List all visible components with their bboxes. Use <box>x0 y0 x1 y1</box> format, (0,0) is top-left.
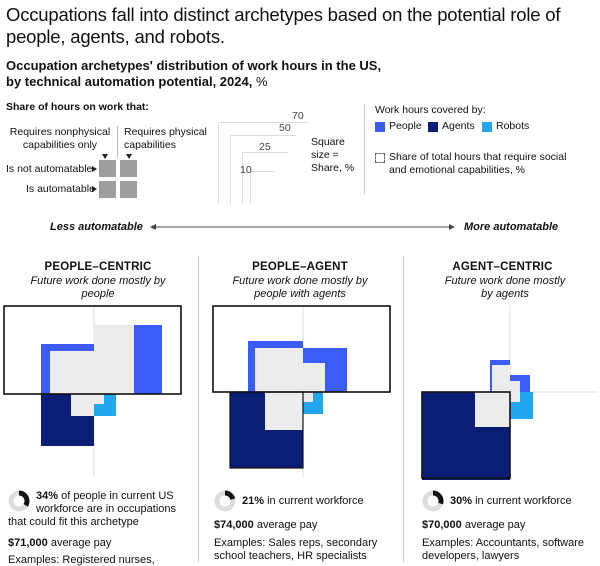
covered-heading: Work hours covered by: <box>375 104 486 116</box>
p1-social-nonphys-auto <box>71 394 94 416</box>
panel-1-share: 34% of people in current US workforce ar… <box>8 490 193 529</box>
key-col-divider <box>117 126 118 158</box>
key-square-tr <box>120 160 137 177</box>
panel-divider-1 <box>198 256 199 562</box>
panel-3-pct-rest: in current workforce <box>472 495 572 507</box>
panel-2-share: 21% in current workforce <box>214 490 399 512</box>
panel-1-title: PEOPLE–CENTRIC <box>44 261 152 273</box>
subtitle-line1: Occupation archetypes' distribution of w… <box>6 58 382 73</box>
arrow-down-icon <box>102 154 108 159</box>
panel-2-title: PEOPLE–AGENT <box>252 261 348 273</box>
key-heading: Share of hours on work that: <box>6 101 149 113</box>
panel-1-pct-rest-a: of people in current US <box>58 490 174 502</box>
agents-legend-label: Agents <box>442 120 475 132</box>
p3-highlight-box <box>421 391 511 479</box>
panel-1-subtitle: Future work done mostly by people <box>30 275 166 300</box>
p1-highlight-box <box>3 305 182 395</box>
size-value-10: 10 <box>240 164 252 176</box>
size-value-70: 70 <box>292 110 304 122</box>
panel-1-chart <box>3 305 182 477</box>
key-divider <box>364 104 365 194</box>
key-col-physical: Requires physical capabilities <box>124 126 207 151</box>
panel-1-pay-value: $71,000 <box>8 537 48 549</box>
panel-2-subtitle: Future work done mostly by people with a… <box>232 275 368 300</box>
size-legend-50 <box>230 135 296 204</box>
p2-social-nonphys <box>255 348 303 392</box>
robots-swatch <box>482 122 492 132</box>
p2-social-robots <box>303 392 313 402</box>
p3-social-nonphys <box>492 365 510 392</box>
arrow-right-icon <box>92 166 97 172</box>
panel-1-pay: $71,000 average pay <box>8 537 111 550</box>
panel-3-pay-value: $70,000 <box>422 519 462 531</box>
key-row-not-automatable: Is not automatable <box>6 163 93 175</box>
key-col-nonphysical: Requires nonphysical capabilities only <box>9 126 111 151</box>
p2-social-phys <box>303 363 325 392</box>
panel-1-examples: Examples: Registered nurses, <box>8 554 155 566</box>
panel-3-share: 30% in current workforce <box>422 490 600 512</box>
subtitle-unit: % <box>252 74 268 89</box>
p1-social-robots <box>94 394 104 404</box>
panel-3-pay: $70,000 average pay <box>422 519 525 532</box>
p2-agents-box <box>229 391 304 469</box>
key-square-tl <box>99 160 116 177</box>
robots-legend-label: Robots <box>496 120 530 132</box>
social-legend-label: Share of total hours that require social… <box>389 151 567 176</box>
axis-arrow <box>150 224 455 230</box>
panel-1-pct: 34% <box>36 490 59 502</box>
panel-2-examples: Examples: Sales reps, secondary school t… <box>214 537 378 562</box>
panel-2-pay-rest: average pay <box>253 519 318 531</box>
p3-social-robots <box>510 392 520 402</box>
panel-3-examples: Examples: Accountants, software develope… <box>422 537 585 562</box>
donut-icon <box>422 490 444 512</box>
size-value-25: 25 <box>259 141 271 153</box>
people-swatch <box>375 122 385 132</box>
people-legend-label: People <box>389 120 422 132</box>
p3-social-agents <box>475 392 510 427</box>
donut-icon <box>214 490 236 512</box>
chart-title: Occupations fall into distinct archetype… <box>6 4 561 47</box>
donut-icon <box>8 490 30 512</box>
panel-3-subtitle: Future work done mostly by agents <box>444 275 566 300</box>
panel-divider-2 <box>403 256 404 562</box>
arrow-down-icon <box>126 154 132 159</box>
panel-3-chart <box>420 305 598 480</box>
arrow-right-icon <box>92 186 97 192</box>
p2-social-agents <box>265 392 303 430</box>
key-row-automatable: Is automatable <box>26 183 95 195</box>
p1-social-phys <box>94 325 134 394</box>
axis-right-label: More automatable <box>464 221 559 233</box>
panel-1-pay-rest: average pay <box>47 537 112 549</box>
panel-1-pct-rest-b: workforce are in occupations <box>36 503 177 515</box>
key-square-bl <box>99 181 116 198</box>
size-legend-10 <box>250 171 275 204</box>
panel-1-pct-rest-c: that could fit this archetype <box>8 516 139 528</box>
panel-3-pay-rest: average pay <box>461 519 526 531</box>
p3-social-phys <box>510 381 520 392</box>
size-legend-70 <box>218 122 308 204</box>
panel-2-pct: 21% <box>242 495 265 507</box>
panel-2-pay-value: $74,000 <box>214 519 254 531</box>
size-value-50: 50 <box>279 122 291 134</box>
agents-swatch <box>428 122 438 132</box>
panel-2-pct-rest: in current workforce <box>264 495 364 507</box>
axis-left-label: Less automatable <box>50 221 143 233</box>
size-legend-label: Square size = Share, % <box>311 136 355 174</box>
chart-subtitle: Occupation archetypes' distribution of w… <box>6 58 426 90</box>
social-swatch <box>375 153 385 163</box>
key-square-br <box>120 181 137 198</box>
panel-2-pay: $74,000 average pay <box>214 519 317 532</box>
subtitle-line2-prefix: by technical automation potential, 2024, <box>6 74 253 89</box>
size-legend-25 <box>242 152 288 204</box>
panel-3-pct: 30% <box>450 495 473 507</box>
panel-2-chart <box>212 305 391 477</box>
subtitle-line2: by technical automation potential, 2024,… <box>6 74 426 90</box>
panel-3-title: AGENT–CENTRIC <box>452 261 553 273</box>
p1-social-nonphys <box>50 351 94 394</box>
